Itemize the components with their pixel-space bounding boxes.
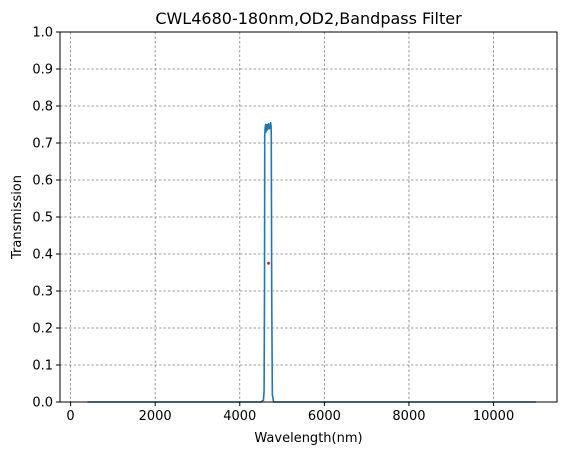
x-axis-ticks: 0 2000 4000 6000 8000 10000 [66,402,514,424]
y-axis-label: Transmission [10,175,25,260]
y-tick-label: 0.0 [32,396,53,411]
x-tick-label: 0 [66,409,74,424]
x-tick-label: 6000 [308,409,341,424]
y-tick-label: 0.4 [32,248,53,263]
y-tick-label: 0.1 [32,359,53,374]
data-point-marker [267,261,271,265]
x-tick-label: 8000 [392,409,425,424]
y-tick-label: 0.3 [32,285,53,300]
chart-title: CWL4680-180nm,OD2,Bandpass Filter [155,9,462,28]
y-axis-ticks: 0.0 0.1 0.2 0.3 0.4 0.5 0.6 0.7 0.8 0.9 1.0 [32,26,60,411]
x-axis-label: Wavelength(nm) [254,431,362,446]
y-tick-label: 0.5 [32,211,53,226]
series-line [87,121,536,403]
y-tick-label: 0.6 [32,174,53,189]
x-tick-label: 10000 [473,409,514,424]
y-tick-label: 0.2 [32,322,53,337]
marker-layer [267,261,271,265]
y-tick-label: 0.7 [32,137,53,152]
y-tick-label: 1.0 [32,26,53,41]
y-tick-label: 0.9 [32,63,53,78]
y-tick-label: 0.8 [32,100,53,115]
series-layer [87,121,536,403]
x-tick-label: 2000 [139,409,172,424]
x-tick-label: 4000 [223,409,256,424]
